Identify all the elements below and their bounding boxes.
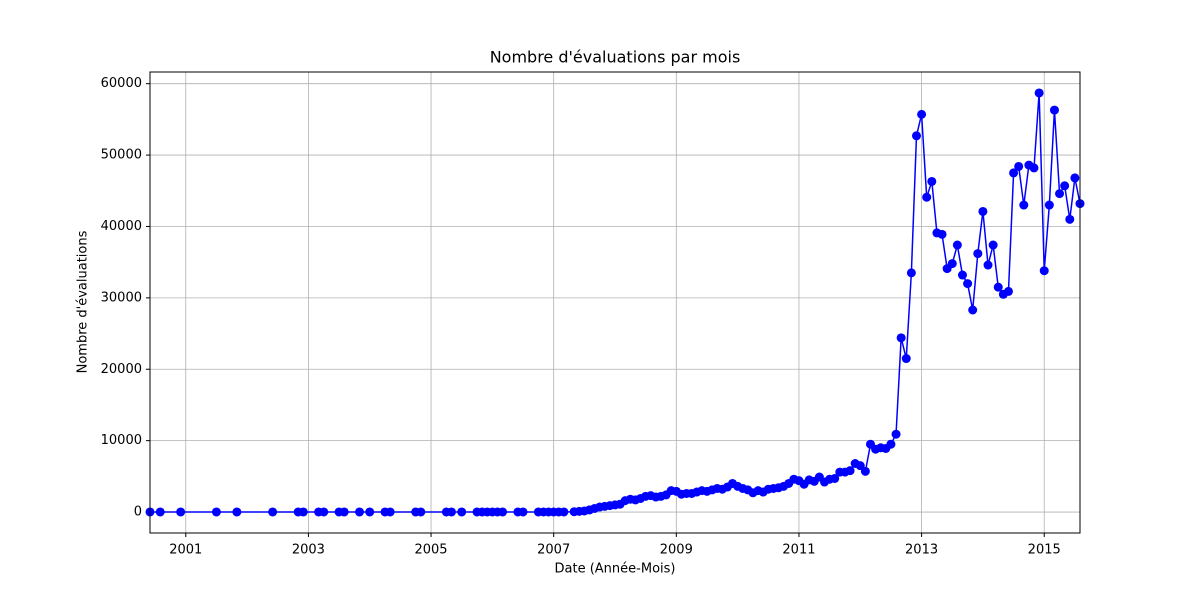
x-tick-label: 2001 [169, 543, 202, 558]
x-tick-label: 2011 [782, 543, 815, 558]
marker [947, 259, 957, 269]
y-tick-label: 30000 [101, 290, 142, 305]
marker [1039, 266, 1049, 276]
marker [860, 466, 870, 476]
marker [232, 507, 242, 517]
marker [319, 507, 329, 517]
marker [886, 439, 896, 449]
marker [1034, 88, 1044, 98]
marker [446, 507, 456, 517]
y-tick-label: 20000 [101, 362, 142, 377]
marker [922, 192, 932, 202]
marker [993, 282, 1003, 292]
marker [973, 249, 983, 259]
marker [416, 507, 426, 517]
marker [1009, 168, 1019, 178]
marker [211, 507, 221, 517]
marker [896, 333, 906, 343]
marker [1044, 200, 1054, 210]
x-axis-label: Date (Année-Mois) [555, 562, 676, 577]
marker [1014, 161, 1024, 171]
marker [906, 268, 916, 278]
marker [1060, 181, 1070, 191]
marker [268, 507, 278, 517]
marker [937, 229, 947, 239]
marker [978, 206, 988, 216]
marker [1070, 173, 1080, 183]
marker [952, 240, 962, 250]
marker [176, 507, 186, 517]
marker [1055, 189, 1065, 199]
y-tick-label: 0 [134, 505, 142, 520]
marker [988, 240, 998, 250]
marker [155, 507, 165, 517]
marker [1065, 214, 1075, 224]
marker [845, 466, 855, 476]
marker [1049, 105, 1059, 115]
plot-frame [149, 71, 1081, 534]
marker [1029, 163, 1039, 173]
marker [911, 131, 921, 141]
chart-title: Nombre d'évaluations par mois [490, 48, 741, 67]
marker [298, 507, 308, 517]
marker [983, 260, 993, 270]
marker [963, 279, 973, 289]
y-tick-label: 10000 [101, 433, 142, 448]
x-tick-label: 2005 [414, 543, 447, 558]
marker [498, 507, 508, 517]
marker [457, 507, 467, 517]
marker [901, 354, 911, 364]
x-tick-label: 2007 [537, 543, 570, 558]
x-tick-label: 2015 [1028, 543, 1061, 558]
marker [891, 429, 901, 439]
x-tick-label: 2009 [660, 543, 693, 558]
marker [365, 507, 375, 517]
marker [518, 507, 528, 517]
marker [1019, 200, 1029, 210]
line [150, 92, 1081, 513]
x-tick-label: 2013 [905, 543, 938, 558]
marker [917, 109, 927, 119]
y-tick-label: 60000 [101, 76, 142, 91]
marker [957, 270, 967, 280]
y-tick-label: 40000 [101, 219, 142, 234]
marker [355, 507, 365, 517]
marker [927, 176, 937, 186]
marker [385, 507, 395, 517]
y-axis-label: Nombre d'évaluations [76, 230, 91, 373]
marker [559, 507, 569, 517]
marker [830, 473, 840, 483]
x-tick-label: 2003 [292, 543, 325, 558]
marker [968, 305, 978, 315]
y-tick-label: 50000 [101, 148, 142, 163]
marker [1003, 286, 1013, 296]
marker [339, 507, 349, 517]
